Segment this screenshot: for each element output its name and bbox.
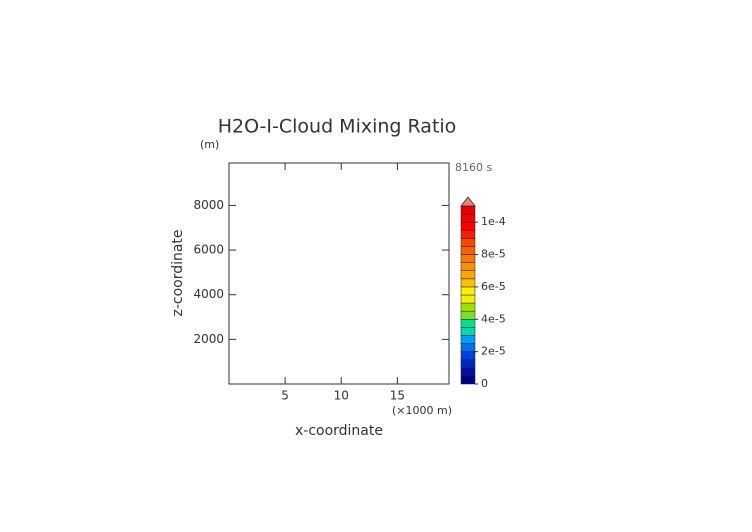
colorbar-band (460, 278, 476, 288)
colorbar-band (460, 327, 476, 336)
y-unit: (m) (200, 138, 219, 151)
colorbar-band (460, 335, 476, 344)
colorbar-band (460, 351, 476, 360)
colorbar-band (460, 343, 476, 352)
colorbar-band (460, 262, 476, 271)
x-tick-label: 5 (281, 389, 289, 403)
colorbar-tick-label: 0 (481, 377, 488, 390)
colorbar-band (460, 294, 476, 304)
colorbar-band (460, 375, 476, 385)
x-tick-label: 10 (334, 389, 349, 403)
x-tick-label: 15 (390, 389, 405, 403)
y-tick-label: 6000 (193, 243, 224, 257)
colorbar-band (460, 221, 476, 231)
colorbar-band (460, 302, 476, 312)
time-label: 8160 s (455, 161, 492, 174)
colorbar-band (460, 367, 476, 377)
colorbar-band (460, 238, 476, 247)
colorbar-tick-label: 4e-5 (481, 312, 506, 325)
colorbar-band (460, 254, 476, 263)
colorbar-band (460, 286, 476, 296)
colorbar-band (460, 213, 476, 223)
colorbar-band (460, 205, 476, 215)
colorbar-band (460, 246, 476, 255)
x-axis-label: x-coordinate (295, 423, 383, 439)
colorbar-band (460, 270, 476, 280)
colorbar-band (460, 359, 476, 369)
colorbar-band (460, 310, 476, 320)
chart-title: H2O-I-Cloud Mixing Ratio (218, 116, 457, 138)
colorbar-band (460, 230, 476, 239)
x-unit: (×1000 m) (392, 404, 452, 417)
plot-frame (228, 162, 450, 385)
colorbar-tick-label: 8e-5 (481, 248, 506, 261)
colorbar-tick-label: 2e-5 (481, 345, 506, 358)
colorbar-band (460, 319, 476, 328)
y-tick-label: 8000 (193, 198, 224, 212)
y-tick-label: 4000 (193, 287, 224, 301)
colorbar-extend (460, 196, 476, 207)
y-axis-label: z-coordinate (170, 229, 186, 316)
colorbar-tick-label: 1e-4 (481, 215, 506, 228)
y-tick-label: 2000 (193, 332, 224, 346)
colorbar-tick-label: 6e-5 (481, 280, 506, 293)
